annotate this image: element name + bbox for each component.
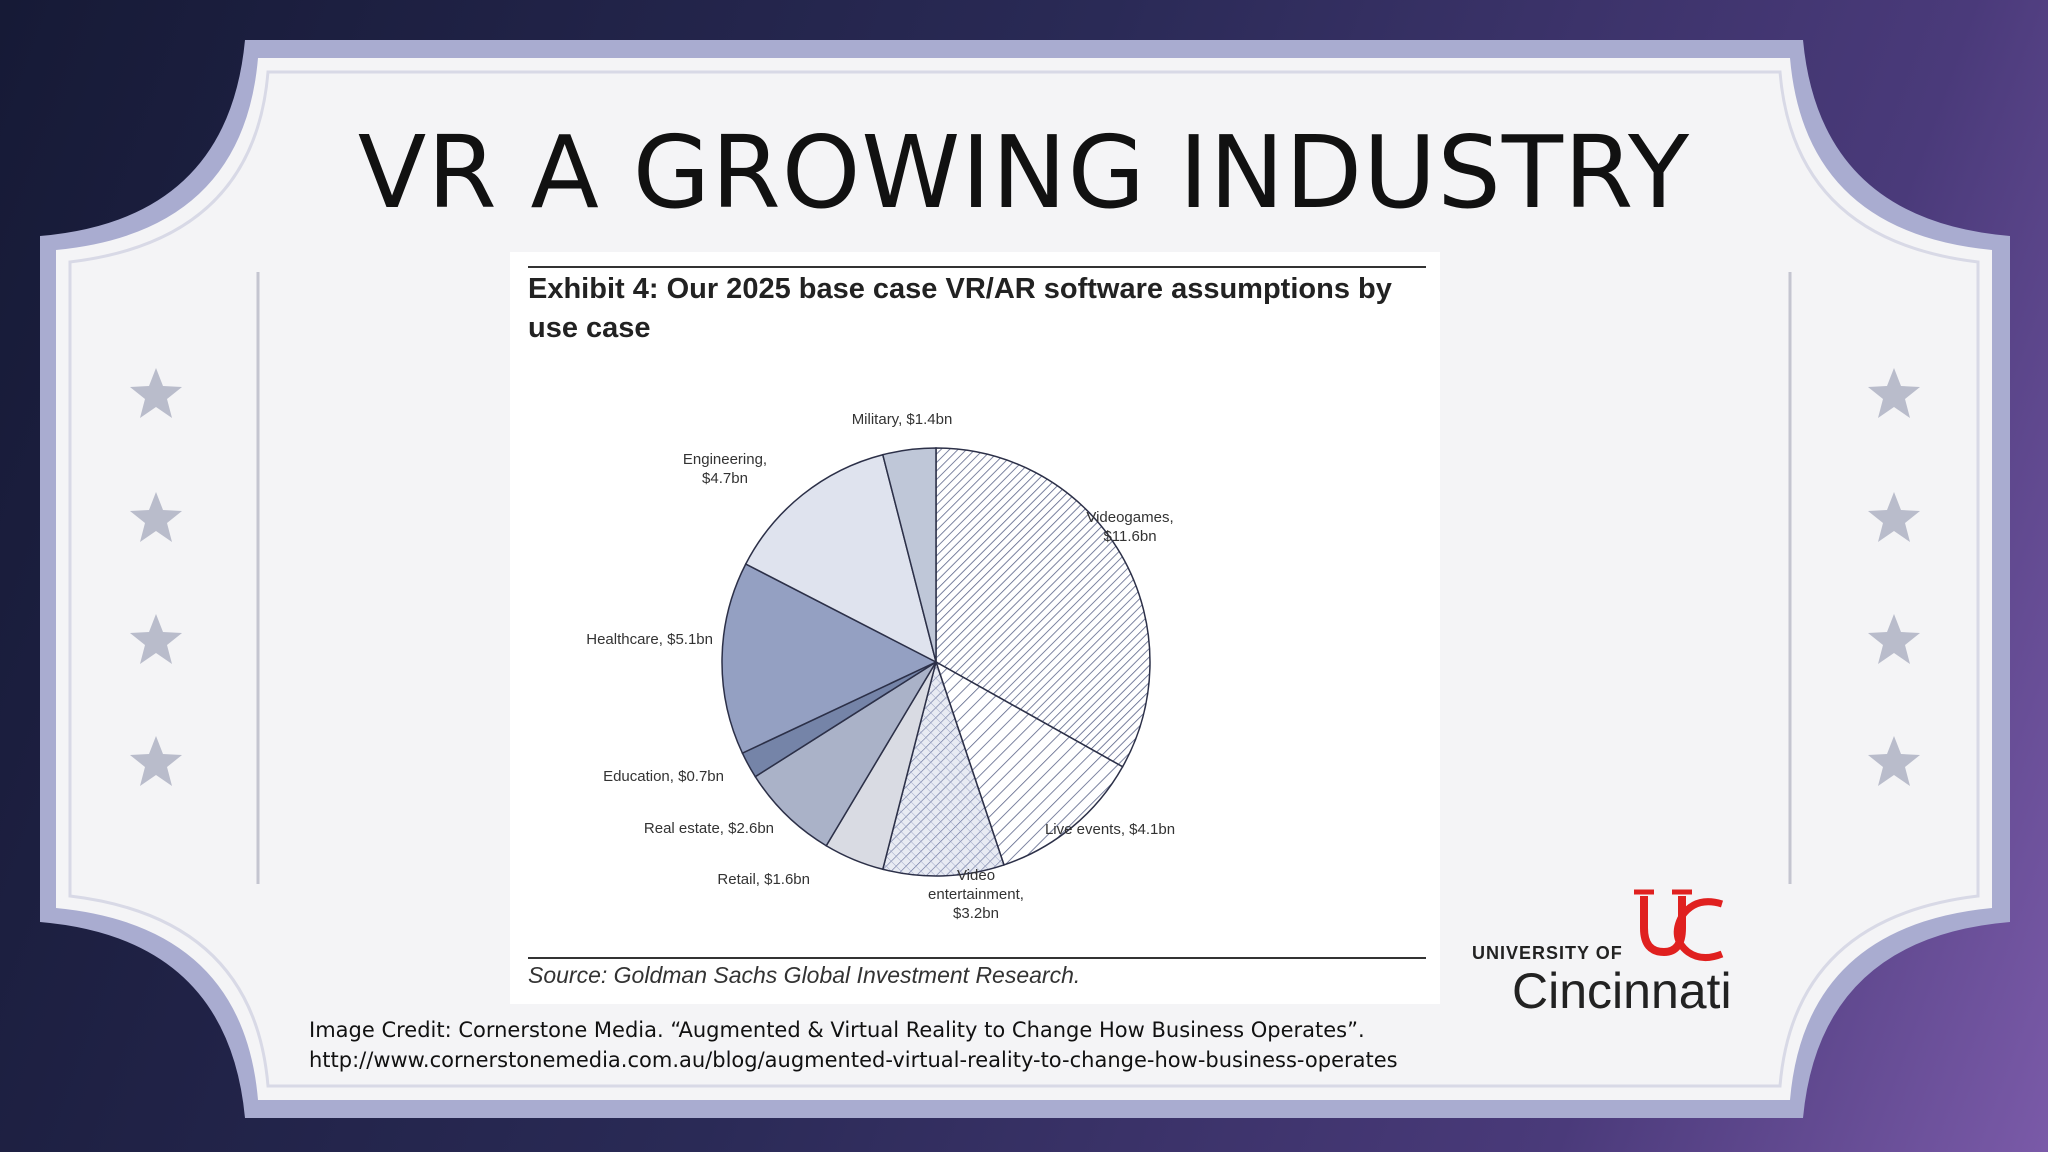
slice-label-retail: Retail, $1.6bn	[717, 871, 810, 888]
pie-chart: Videogames, $11.6bn Live events, $4.1bn Vid…	[586, 411, 1175, 922]
image-credit: Image Credit: Cornerstone Media. “Augmen…	[309, 1018, 1365, 1042]
pie-slice-real-estate	[754, 661, 937, 847]
chart-source: Source: Goldman Sachs Global Investment …	[528, 962, 1081, 988]
pie-slice-healthcare	[721, 562, 938, 755]
uc-logo-c	[1673, 898, 1724, 961]
star-icon	[130, 492, 182, 542]
slice-label-video-entertainment: Video entertainment, $3.2bn	[928, 867, 1024, 922]
chart-image: Exhibit 4: Our 2025 base case VR/AR soft…	[510, 252, 1440, 1004]
star-icon	[1868, 492, 1920, 542]
slice-label-live-events: Live events, $4.1bn	[1045, 821, 1175, 838]
star-icon	[130, 368, 182, 418]
top-rule	[528, 266, 1426, 268]
pie-slice-engineering	[744, 453, 938, 664]
slice-label-videogames: Videogames, $11.6bn	[1086, 509, 1173, 545]
star-icon	[1868, 736, 1920, 786]
image-credit-url: http://www.cornerstonemedia.com.au/blog/…	[309, 1048, 1398, 1072]
slide-title: VR A GROWING INDUSTRY	[357, 114, 1691, 231]
bottom-rule	[528, 957, 1426, 959]
slice-label-engineering: Engineering, $4.7bn	[683, 451, 767, 487]
pie-slice-live-events	[934, 660, 1124, 866]
pie-slice-videogames	[935, 447, 1151, 768]
star-icon	[130, 736, 182, 786]
pie-slice-video-entertainment	[881, 659, 1005, 877]
chart-title: Exhibit 4: Our 2025 base case VR/AR soft…	[528, 273, 1392, 344]
slice-label-education: Education, $0.7bn	[603, 768, 724, 785]
frame-inner-line	[68, 70, 1980, 1088]
pie-slice-military	[881, 447, 937, 663]
star-icon	[1868, 614, 1920, 664]
slice-label-healthcare: Healthcare, $5.1bn	[586, 631, 713, 648]
logo-university-of: UNIVERSITY OF	[1472, 943, 1623, 963]
star-icon	[130, 614, 182, 664]
slice-label-real-estate: Real estate, $2.6bn	[644, 820, 774, 837]
uc-logo-mark	[1634, 889, 1724, 961]
slice-label-military: Military, $1.4bn	[852, 411, 953, 428]
star-icon	[1868, 368, 1920, 418]
logo-cincinnati: Cincinnati	[1512, 963, 1732, 1019]
